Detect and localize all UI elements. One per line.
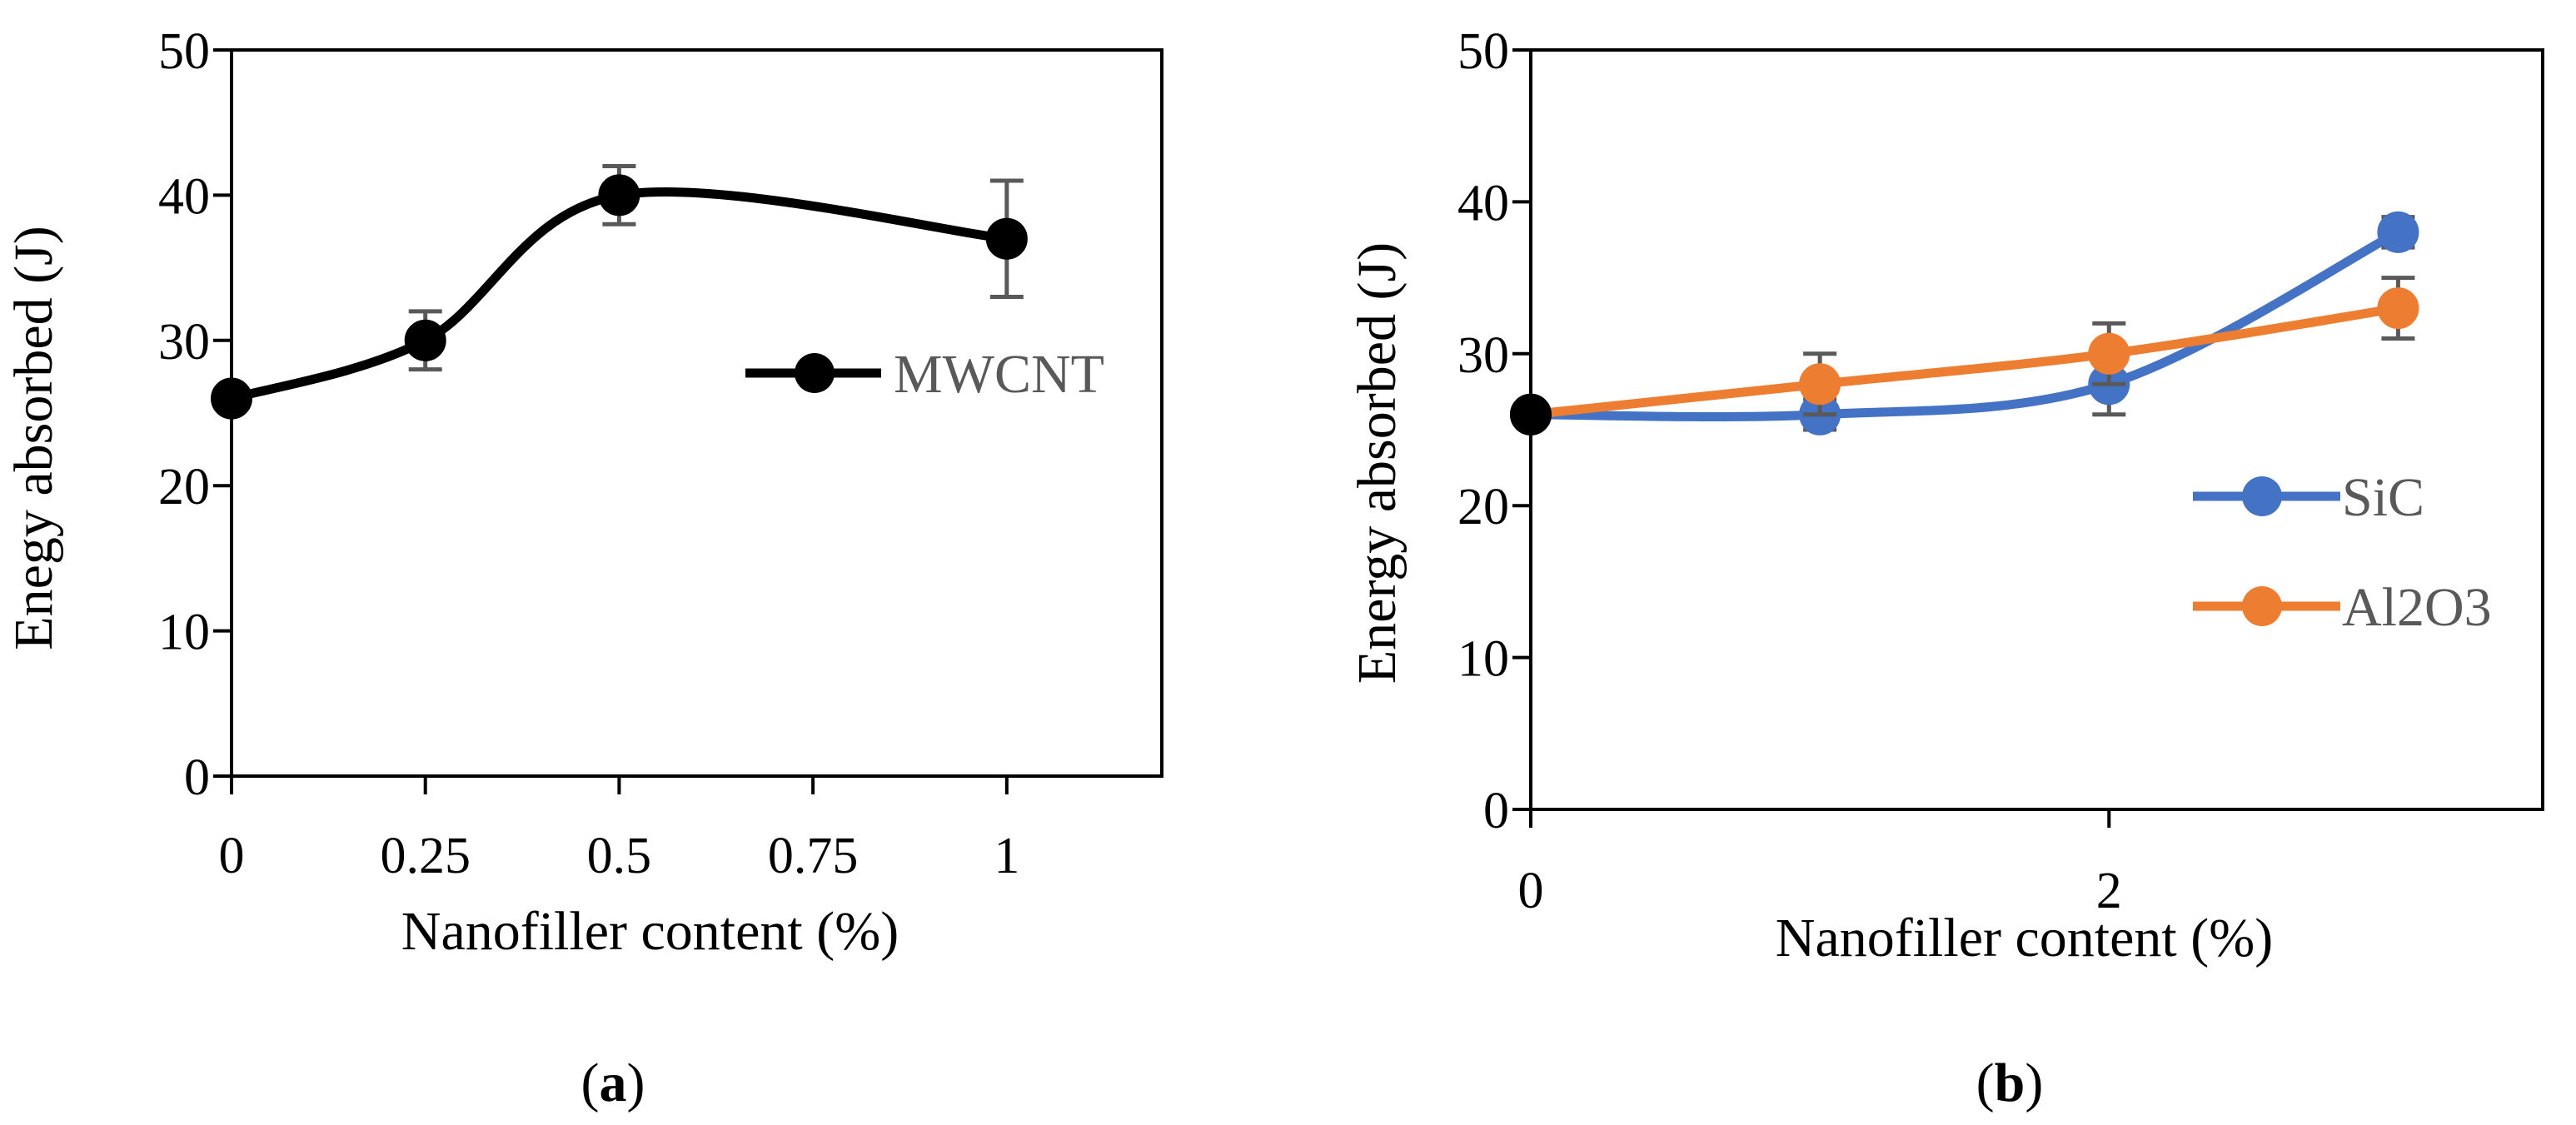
x-tick-label: 0.5 [587, 828, 652, 884]
data-point [404, 319, 446, 361]
data-point [985, 217, 1028, 260]
caption-open: ( [1976, 1053, 1995, 1113]
y-tick-label: 50 [158, 23, 210, 80]
y-tick-label: 50 [1457, 23, 1509, 80]
legend-label: Al2O3 [2342, 577, 2492, 638]
y-axis-title: Enegy absorbed (J) [3, 226, 64, 650]
y-tick-label: 0 [1483, 783, 1509, 839]
y-tick-label: 20 [1457, 479, 1509, 535]
panel-caption: (b) [1976, 1053, 2044, 1113]
x-tick-label: 0.75 [768, 828, 859, 884]
legend-swatch-marker [2242, 476, 2282, 516]
x-tick-label: 2 [2096, 863, 2122, 919]
caption-close: ) [2025, 1053, 2043, 1113]
y-tick-label: 30 [1457, 327, 1509, 384]
data-point [1799, 363, 1841, 406]
plot-frame [230, 48, 1163, 778]
y-tick-label: 10 [158, 605, 210, 661]
legend-swatch-marker [795, 353, 835, 393]
y-tick-label: 40 [158, 168, 210, 225]
data-point [598, 174, 640, 217]
y-tick-label: 30 [158, 314, 210, 371]
x-tick-label: 0 [1518, 863, 1544, 919]
y-tick-label: 10 [1457, 631, 1509, 688]
x-tick-label: 1 [994, 828, 1019, 884]
x-tick-label: 0.25 [380, 828, 471, 884]
caption-open: ( [581, 1053, 600, 1113]
legend-label: MWCNT [894, 344, 1104, 405]
chart-panel-a: 0 10 20 30 40 50 0 0.25 0.5 0.75 1 Nanofiller conte… [3, 23, 1163, 1113]
x-axis-title: Nanofiller content (%) [401, 901, 899, 962]
x-axis-title: Nanofiller content (%) [1776, 908, 2273, 968]
series-line-MWCNT [227, 187, 1012, 404]
plot-frame [1529, 48, 2544, 811]
legend-label: SiC [2342, 467, 2424, 528]
legend-swatch-marker [2242, 586, 2282, 626]
data-point [1510, 393, 1552, 436]
caption-letter: b [1995, 1053, 2025, 1113]
caption-close: ) [627, 1053, 645, 1113]
y-axis-title: Energy absorbed (J) [1347, 242, 1408, 684]
data-point [2088, 332, 2130, 375]
y-tick-label: 40 [1457, 175, 1509, 231]
data-point [2377, 287, 2419, 330]
panel-caption: (a) [581, 1053, 645, 1113]
x-tick-label: 0 [219, 828, 245, 884]
series-line-Al2O3 [1526, 303, 2403, 420]
series-line-SiC [1526, 227, 2403, 421]
y-tick-label: 0 [184, 749, 210, 806]
caption-letter: a [600, 1053, 627, 1113]
data-point [211, 377, 252, 420]
data-point [2377, 211, 2419, 253]
y-tick-label: 20 [158, 459, 210, 515]
